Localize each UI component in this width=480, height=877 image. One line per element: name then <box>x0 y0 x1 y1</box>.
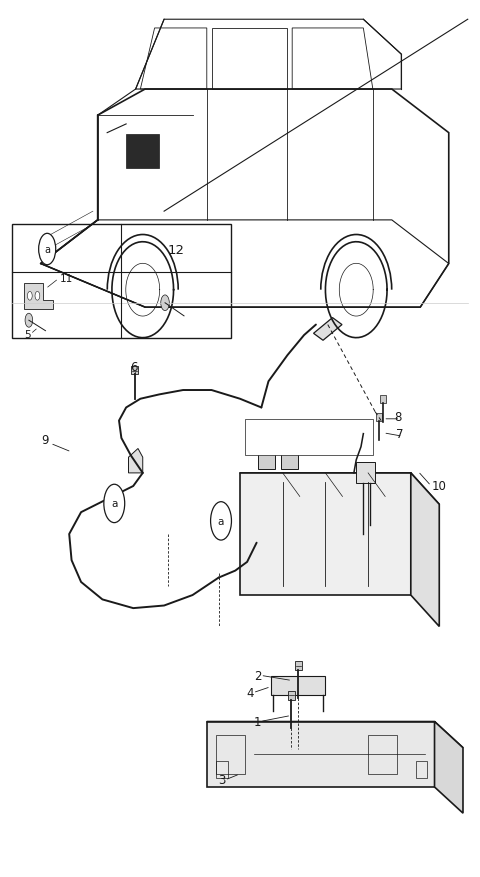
Circle shape <box>25 314 33 328</box>
Bar <box>295 661 301 670</box>
Bar <box>376 413 382 421</box>
Text: 11: 11 <box>60 274 73 284</box>
Circle shape <box>104 485 125 523</box>
Polygon shape <box>434 722 463 813</box>
Polygon shape <box>411 474 439 627</box>
Polygon shape <box>129 449 143 474</box>
Bar <box>132 367 138 374</box>
Text: 5: 5 <box>24 330 31 339</box>
Bar <box>216 735 245 774</box>
Polygon shape <box>240 474 439 505</box>
Bar <box>288 691 295 700</box>
Text: a: a <box>111 499 118 509</box>
Circle shape <box>161 296 169 311</box>
Text: 12: 12 <box>168 243 184 256</box>
Bar <box>368 735 396 774</box>
Text: 8: 8 <box>394 410 401 424</box>
Bar <box>258 453 275 469</box>
Bar <box>281 453 299 469</box>
Text: 6: 6 <box>131 360 138 374</box>
Polygon shape <box>240 474 411 595</box>
Text: 9: 9 <box>41 434 49 446</box>
Polygon shape <box>313 318 342 341</box>
Text: a: a <box>44 245 50 254</box>
Bar <box>285 438 295 453</box>
Text: 7: 7 <box>396 428 404 440</box>
Bar <box>245 419 373 456</box>
Circle shape <box>211 503 231 540</box>
Polygon shape <box>207 722 463 748</box>
Bar <box>126 135 159 168</box>
Bar <box>271 676 325 695</box>
Text: 3: 3 <box>218 774 226 787</box>
Bar <box>261 438 271 453</box>
Text: 10: 10 <box>432 480 447 493</box>
Bar <box>416 761 427 779</box>
Polygon shape <box>207 722 434 787</box>
Polygon shape <box>24 283 53 310</box>
Text: 2: 2 <box>254 669 261 682</box>
Circle shape <box>27 292 32 301</box>
Bar <box>381 396 386 403</box>
Circle shape <box>35 292 40 301</box>
Text: a: a <box>218 517 224 526</box>
Bar <box>356 462 375 484</box>
Text: 1: 1 <box>254 716 261 728</box>
Text: 4: 4 <box>247 687 254 700</box>
Circle shape <box>39 234 56 266</box>
Bar <box>216 761 228 779</box>
Bar <box>12 225 230 339</box>
